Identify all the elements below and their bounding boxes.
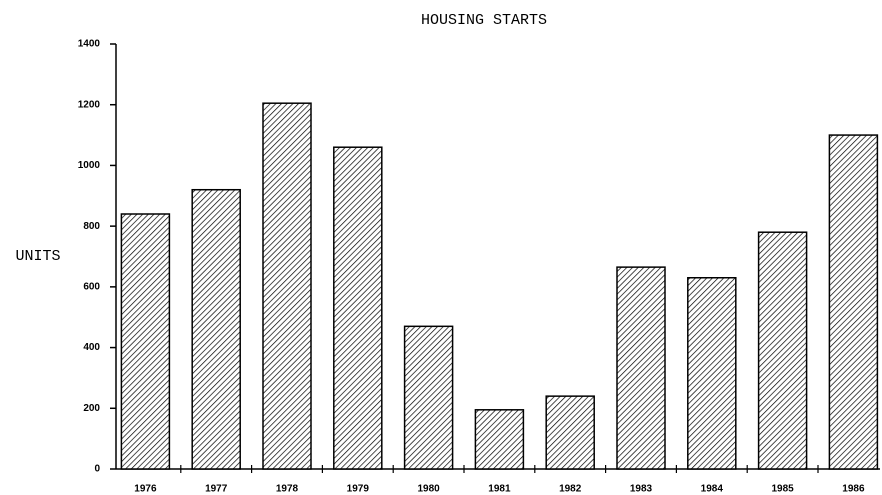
chart-title: HOUSING STARTS <box>421 12 547 29</box>
bar <box>545 395 595 470</box>
bar <box>120 213 171 470</box>
y-tick-label: 400 <box>83 342 100 353</box>
bar <box>474 409 525 470</box>
y-tick-label: 800 <box>83 221 100 232</box>
bar <box>687 277 737 470</box>
y-tick-label: 0 <box>94 464 100 475</box>
bar <box>403 325 454 470</box>
x-tick-label: 1983 <box>630 484 653 495</box>
y-tick-label: 200 <box>83 403 100 414</box>
bar <box>616 266 666 470</box>
bar <box>262 102 312 470</box>
y-tick-label: 1400 <box>78 39 101 50</box>
x-tick-label: 1982 <box>559 484 582 495</box>
bar <box>757 231 808 470</box>
x-tick-label: 1976 <box>134 484 157 495</box>
bar <box>333 146 383 470</box>
x-tick-label: 1977 <box>205 484 228 495</box>
x-tick-label: 1986 <box>842 484 865 495</box>
bar <box>828 134 879 470</box>
y-tick-label: 1000 <box>78 160 101 171</box>
y-tick-label: 600 <box>83 281 100 292</box>
x-tick-label: 1981 <box>488 484 511 495</box>
x-tick-label: 1985 <box>771 484 794 495</box>
bar <box>191 188 241 470</box>
y-tick-label: 1200 <box>78 99 101 110</box>
x-tick-label: 1978 <box>276 484 299 495</box>
x-tick-label: 1980 <box>417 484 440 495</box>
y-axis-label: UNITS <box>15 248 60 265</box>
x-tick-label: 1984 <box>701 484 724 495</box>
x-tick-label: 1979 <box>347 484 370 495</box>
